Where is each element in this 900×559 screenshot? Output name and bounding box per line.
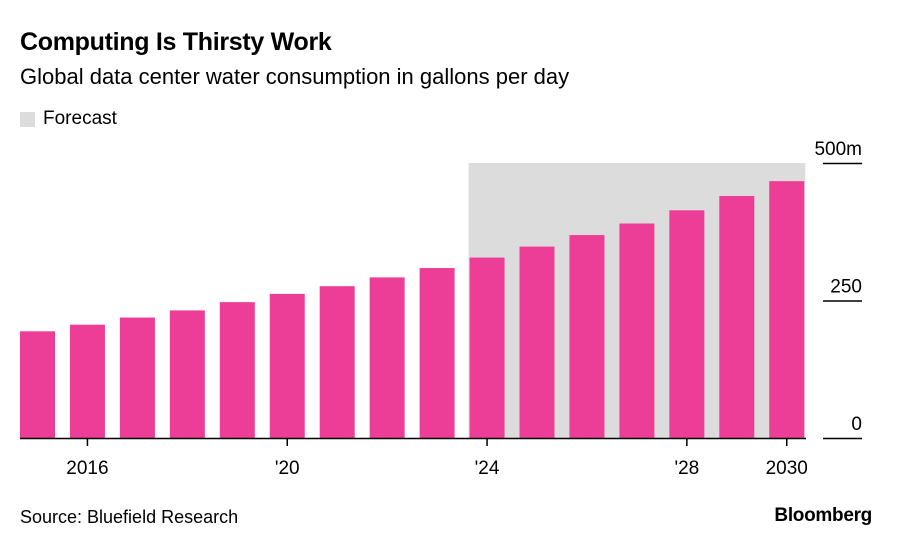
chart-subtitle: Global data center water consumption in … [20,64,570,89]
bar-2027 [619,223,655,438]
x-tick-label-2024: '24 [475,458,500,479]
bar-2026 [569,235,605,438]
bar-2018 [169,310,205,438]
y-tick-label-500: 500m [814,139,862,160]
bar-2025 [519,246,555,438]
x-tick-label-2028: '28 [674,458,699,479]
bar-2028 [669,210,705,438]
bar-2017 [119,317,155,438]
x-tick-label-2030: 2030 [766,458,808,479]
y-tick-label-0: 0 [851,414,862,435]
x-tick-label-2020: '20 [275,458,300,479]
bar-2020 [269,293,305,438]
bar-2024 [469,257,505,438]
forecast-legend-swatch [20,111,35,127]
chart-title: Computing Is Thirsty Work [20,28,332,56]
source-note: Source: Bluefield Research [20,507,239,527]
bar-2029 [719,196,755,438]
legend: Forecast [20,108,117,130]
bar-2016 [69,324,105,438]
bar-2021 [319,286,355,438]
bloomberg-logo: Bloomberg [774,505,872,526]
bar-2030 [769,181,805,438]
y-tick-label-250: 250 [830,277,862,298]
forecast-legend-label: Forecast [43,108,117,129]
bar-2019 [219,302,255,438]
bar-2015 [20,331,55,438]
bar-2022 [369,277,405,438]
bar-2023 [419,268,455,438]
x-tick-label-2016: 2016 [66,458,108,479]
